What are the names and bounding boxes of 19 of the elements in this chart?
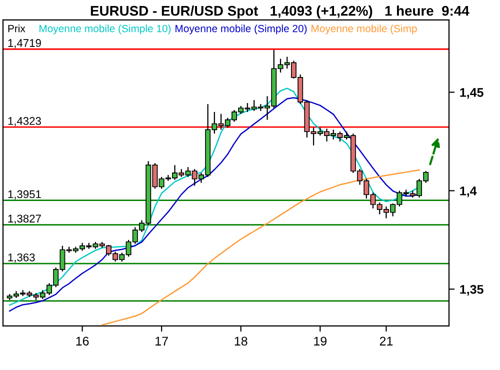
y-tick-label: 1,4 (460, 186, 477, 198)
ref-line-label: 1,363 (8, 253, 35, 263)
ref-line-label: 1,4719 (8, 39, 41, 48)
line-series (101, 169, 420, 326)
x-tick-label: 19 (314, 336, 327, 346)
y-tick-label: 1,45 (460, 88, 484, 99)
y-tick-label: 1,35 (460, 284, 484, 296)
x-tick-label: 17 (156, 336, 168, 346)
annotation: Prix (8, 24, 26, 32)
x-tick-label: 21 (380, 336, 393, 346)
x-tick-label: 16 (76, 336, 89, 346)
ref-line-label: 1,4323 (8, 117, 41, 126)
text: Moyenne mobile (Simp (312, 24, 417, 34)
text: Moyenne mobile (Simple 20) (176, 24, 307, 34)
chart-title: EURUSD - EUR/USD Spot 1,4093 (+1,22%) 1 heure 9:44 (90, 6, 470, 18)
ref-line-label: 1,3827 (8, 214, 41, 224)
ref-line-label: 1,3951 (8, 190, 41, 200)
text: Moyenne mobile (Simple 10) (40, 24, 171, 34)
x-tick-label: 18 (234, 336, 248, 346)
